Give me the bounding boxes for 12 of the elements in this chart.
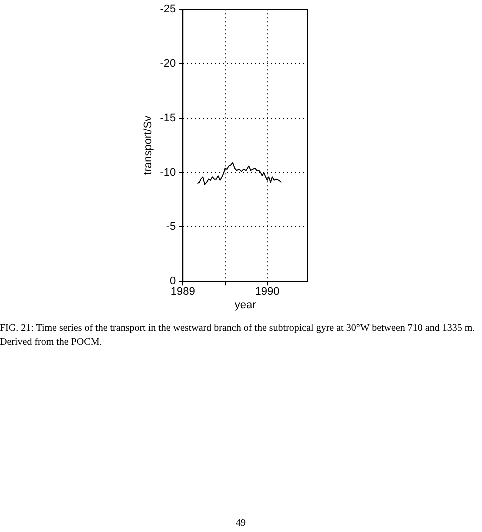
x-tick-label: 1989 (170, 286, 196, 298)
y-tick-label: -25 (160, 4, 176, 16)
y-tick-label: -15 (160, 112, 176, 124)
y-tick-label: 0 (170, 276, 176, 288)
x-axis-title: year (234, 299, 257, 312)
y-tick-label: -5 (166, 221, 176, 234)
y-tick-label: -10 (160, 166, 176, 179)
y-tick-label: -20 (160, 58, 176, 70)
caption: FIG. 21: Time series of the transport in the westward branch of the subtropical gyre at 30°W between 710 and 1335 m. Derived from the POCM. (0, 322, 476, 350)
y-axis-title: transport/Sv (142, 115, 155, 176)
text: 49 (235, 518, 247, 529)
x-tick-label: 1990 (255, 286, 280, 298)
